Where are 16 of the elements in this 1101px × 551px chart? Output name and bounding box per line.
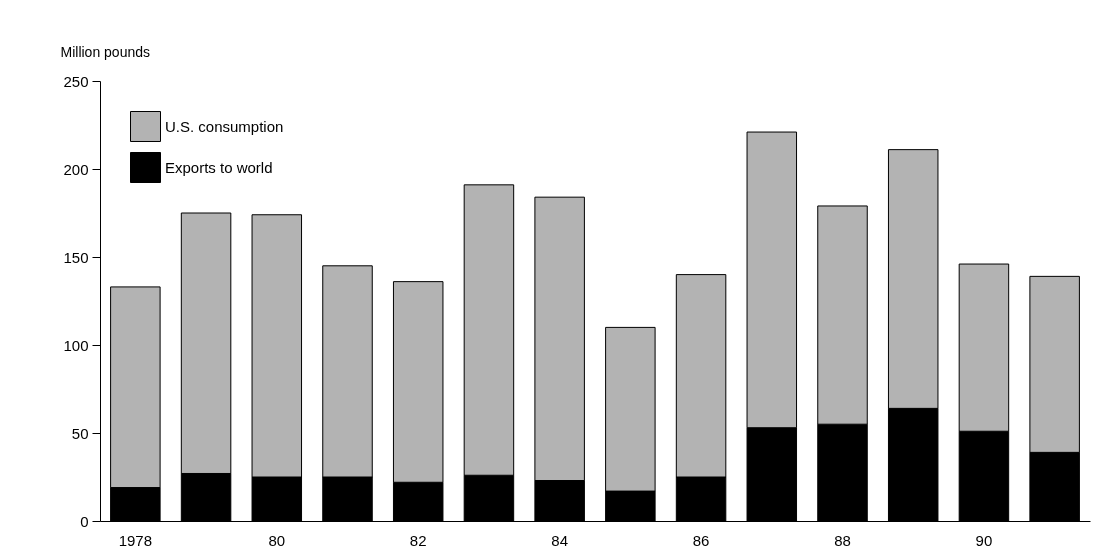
y-tick-label: 0 [80, 512, 89, 530]
legend-label: Exports to world [165, 158, 273, 176]
x-tick-label: 82 [409, 531, 427, 549]
y-tick-label: 200 [63, 160, 89, 178]
x-tick-label: 84 [551, 531, 568, 549]
x-tick-label: 80 [268, 531, 286, 549]
x-tick-label: 86 [692, 531, 710, 549]
y-tick-label: 50 [71, 424, 89, 442]
legend-label: U.S. consumption [165, 117, 284, 135]
x-tick-label: 90 [975, 531, 993, 549]
x-tick-label: 1978 [118, 531, 153, 549]
y-axis-title: Million pounds [60, 43, 150, 60]
y-tick-label: 150 [63, 248, 89, 266]
x-tick-label: 88 [834, 531, 851, 549]
y-tick-label: 100 [63, 336, 89, 354]
y-tick-label: 250 [63, 72, 89, 90]
